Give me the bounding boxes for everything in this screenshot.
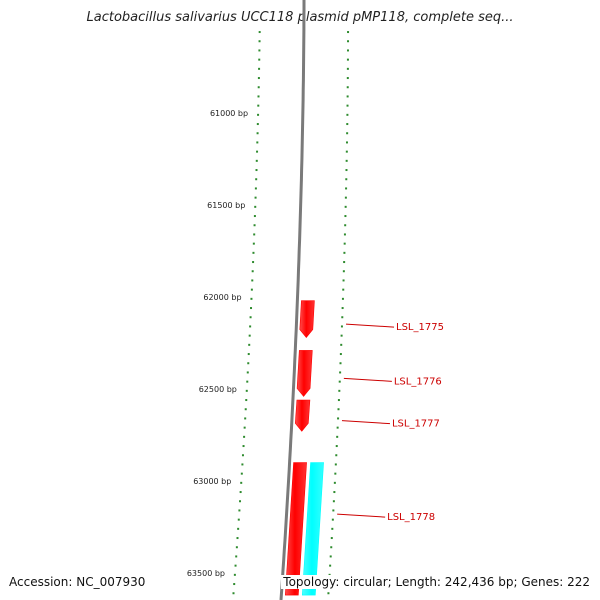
- gene-arrow-forward[interactable]: [284, 462, 307, 596]
- ruler-label: 61000 bp: [210, 109, 248, 118]
- plasmid-backbone: [279, 0, 306, 600]
- gene-label[interactable]: LSL_1776: [394, 376, 442, 387]
- gene-labels: LSL_1775 LSL_1776 LSL_1777 LSL_1778: [337, 322, 444, 523]
- inner-tick-track: [232, 31, 261, 595]
- position-ruler: 61000 bp 61500 bp 62000 bp 62500 bp 63000 bp…: [187, 109, 248, 578]
- gene-arrow-forward[interactable]: [294, 399, 311, 432]
- outer-tick-track: [327, 31, 350, 595]
- topology-summary: Topology: circular; Length: 242,436 bp; …: [281, 575, 592, 589]
- ruler-label: 61500 bp: [207, 201, 245, 210]
- gene-label[interactable]: LSL_1777: [392, 419, 440, 430]
- gene-label-leader: [345, 323, 395, 328]
- ruler-label: 62000 bp: [203, 293, 241, 302]
- ruler-label: 63000 bp: [193, 477, 231, 486]
- gene-features: [284, 300, 324, 596]
- backbone-arc: [279, 0, 306, 600]
- map-title: Lactobacillus salivarius UCC118 plasmid …: [86, 10, 514, 25]
- ruler-label: 62500 bp: [199, 385, 237, 394]
- gene-label-leader: [341, 420, 390, 425]
- gene-label-leader: [337, 513, 386, 518]
- accession-label: Accession: NC_007930: [7, 575, 148, 589]
- ruler-label: 63500 bp: [187, 569, 225, 578]
- gene-label-leader: [343, 377, 392, 382]
- gene-label[interactable]: LSL_1775: [396, 322, 444, 333]
- gene-arrow-reverse[interactable]: [301, 462, 324, 596]
- gene-arrow-forward[interactable]: [299, 300, 315, 338]
- gene-arrow-forward[interactable]: [296, 350, 313, 397]
- gene-label[interactable]: LSL_1778: [387, 512, 435, 523]
